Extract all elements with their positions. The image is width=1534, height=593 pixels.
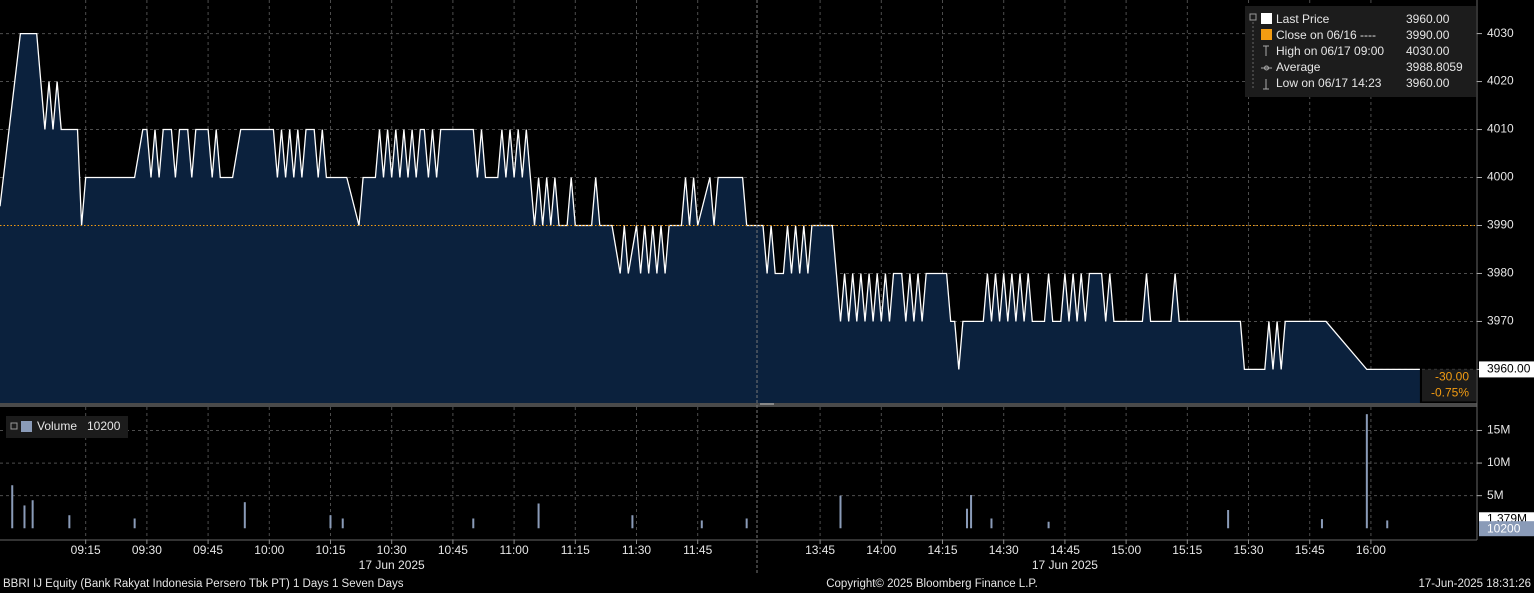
volume-bar (839, 495, 842, 529)
x-tick-label: 11:30 (622, 543, 651, 557)
y-tick-label: 3990 (1487, 218, 1514, 232)
y-tick-label: 10M (1487, 455, 1510, 469)
footer-right: 17-Jun-2025 18:31:26 (1418, 578, 1531, 590)
volume-last-box (1479, 521, 1534, 537)
x-tick-label: 15:30 (1233, 543, 1263, 557)
legend-name: Last Price (1276, 12, 1330, 26)
legend-name: Low on 06/17 14:23 (1276, 76, 1382, 90)
x-tick-label: 09:45 (193, 543, 223, 557)
legend-name: High on 06/17 09:00 (1276, 44, 1384, 58)
volume-bar (31, 500, 34, 529)
x-tick-label: 10:30 (377, 543, 407, 557)
price-line (0, 32, 1420, 371)
divider-handle (760, 403, 774, 405)
legend-value: 4030.00 (1406, 44, 1450, 58)
volume-bar (11, 485, 14, 529)
x-tick-label: 15:15 (1172, 543, 1202, 557)
y-tick-label: 3980 (1487, 266, 1514, 280)
legend-icon (1261, 13, 1272, 24)
x-tick-label: 10:15 (315, 543, 345, 557)
x-tick-label: 09:15 (71, 543, 101, 557)
y-tick-label: 3970 (1487, 314, 1514, 328)
y-tick-label: 4000 (1487, 170, 1514, 184)
change-label: -30.00 (1435, 370, 1469, 384)
volume-bar (1386, 520, 1389, 529)
y-tick-label: 4020 (1487, 74, 1514, 88)
x-date-label: 17 Jun 2025 (1032, 558, 1098, 572)
volume-bar (68, 515, 71, 529)
volume-bar (965, 508, 968, 529)
x-tick-label: 15:00 (1111, 543, 1141, 557)
change-box (1422, 369, 1476, 402)
legend-value: 3960.00 (1406, 12, 1450, 26)
legend-icon (1263, 79, 1269, 90)
x-tick-label: 10:00 (254, 543, 284, 557)
last-price-label: 3960.00 (1487, 362, 1531, 376)
x-tick-label: 14:30 (989, 543, 1019, 557)
volume-bar (970, 495, 973, 529)
x-tick-label: 11:45 (683, 543, 712, 557)
price-area (0, 33, 1420, 403)
legend-value: 3990.00 (1406, 28, 1450, 42)
x-tick-label: 16:00 (1356, 543, 1386, 557)
x-tick-label: 14:45 (1050, 543, 1080, 557)
legend-collapse[interactable] (1249, 13, 1257, 21)
volume-legend-value: 10200 (87, 419, 121, 433)
x-tick-label: 15:45 (1295, 543, 1325, 557)
volume-bar (1365, 414, 1368, 529)
x-tick-label: 13:45 (805, 543, 835, 557)
x-tick-label: 14:15 (927, 543, 957, 557)
volume-bar (1047, 521, 1050, 529)
volume-bar (700, 520, 703, 529)
volume-bar (472, 518, 475, 529)
legend-icon (1261, 65, 1272, 71)
last-price-box (1479, 361, 1534, 378)
legend-box (1245, 6, 1476, 97)
panel-divider (0, 403, 1477, 407)
x-date-label: 17 Jun 2025 (359, 558, 425, 572)
legend-collapse[interactable] (10, 422, 18, 430)
volume-bar (329, 515, 332, 529)
volume-bar (745, 518, 748, 529)
y-tick-label: 4030 (1487, 26, 1514, 40)
x-tick-label: 11:15 (561, 543, 590, 557)
volume-legend-name: Volume (37, 419, 77, 433)
volume-bar (23, 505, 26, 529)
legend-name: Close on 06/16 ---- (1276, 28, 1376, 42)
volume-bar (1227, 510, 1230, 529)
legend-value: 3960.00 (1406, 76, 1450, 90)
volume-legend-box (6, 416, 128, 438)
footer-center: Copyright© 2025 Bloomberg Finance L.P. (826, 578, 1038, 590)
x-tick-label: 09:30 (132, 543, 162, 557)
volume-last-label: 10200 (1487, 521, 1521, 535)
x-tick-label: 14:00 (866, 543, 896, 557)
legend-icon (21, 421, 32, 432)
volume-bar (341, 518, 344, 529)
legend-name: Average (1276, 60, 1321, 74)
volume-bar (243, 502, 246, 529)
y-tick-label: 4010 (1487, 122, 1514, 136)
volume-bar (1320, 519, 1323, 529)
change-pct-label: -0.75% (1431, 386, 1469, 400)
footer-left: BBRI IJ Equity (Bank Rakyat Indonesia Pe… (3, 578, 404, 590)
volume-bar (990, 518, 993, 529)
volume-bar (133, 518, 136, 529)
volume-bar (537, 503, 540, 529)
volume-bar (631, 515, 634, 529)
legend-icon (1263, 45, 1269, 56)
x-tick-label: 10:45 (438, 543, 468, 557)
x-tick-label: 11:00 (500, 543, 529, 557)
legend-value: 3988.8059 (1406, 60, 1463, 74)
y-tick-label: 5M (1487, 488, 1504, 502)
legend-icon (1261, 29, 1272, 40)
y-tick-label: 15M (1487, 423, 1510, 437)
